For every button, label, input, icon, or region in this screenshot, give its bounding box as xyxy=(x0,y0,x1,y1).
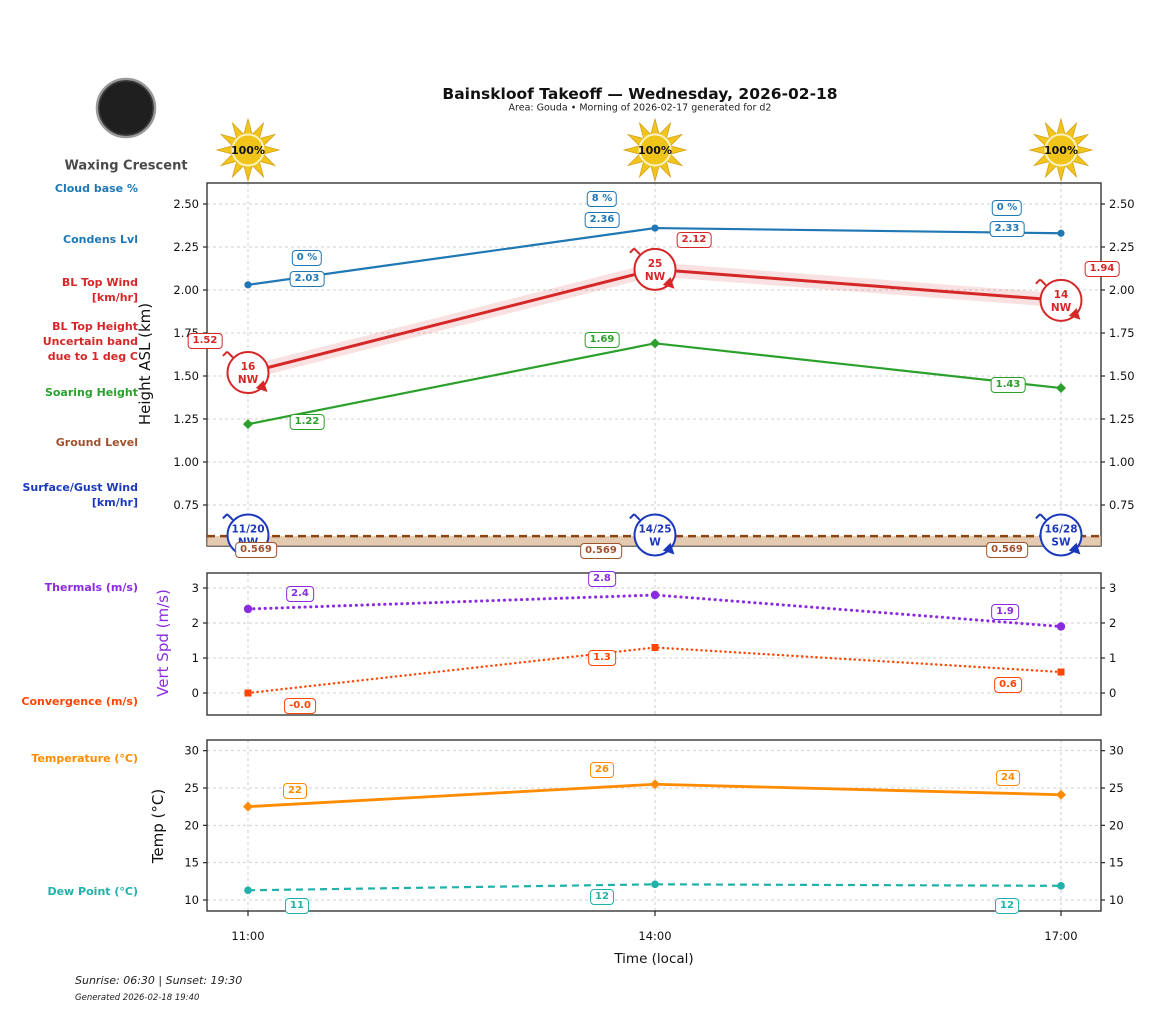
sunrise-sunset-text: Sunrise: 06:30 | Sunset: 19:30 xyxy=(75,974,243,987)
panel-temperature: 10 10 15 15 20 20 25 25 30 30 xyxy=(184,739,1124,912)
svg-text:10: 10 xyxy=(1109,893,1124,907)
svg-text:0.75: 0.75 xyxy=(1109,498,1135,512)
svg-text:0: 0 xyxy=(1109,686,1116,700)
svg-text:1: 1 xyxy=(1109,651,1116,665)
svg-text:NW: NW xyxy=(238,374,259,386)
svg-text:30: 30 xyxy=(184,744,199,758)
svg-text:3: 3 xyxy=(1109,581,1116,595)
sun-icon: 100% xyxy=(622,117,688,183)
svg-text:15: 15 xyxy=(1109,856,1124,870)
panel-vert-series xyxy=(243,590,1066,697)
svg-text:2.50: 2.50 xyxy=(1109,197,1135,211)
svg-text:W: W xyxy=(649,537,661,549)
sun-icons: 100% 100% 100% xyxy=(215,117,1094,183)
svg-text:10: 10 xyxy=(184,893,199,907)
label-thermals: Thermals (m/s) xyxy=(44,581,138,594)
panel-vert_speed: 0 0 1 1 2 2 3 3 xyxy=(192,572,1116,716)
svg-text:2.25: 2.25 xyxy=(1109,240,1135,254)
svg-text:14:00: 14:00 xyxy=(638,929,671,943)
svg-text:100%: 100% xyxy=(1044,144,1078,157)
svg-text:16: 16 xyxy=(241,361,256,373)
svg-text:11/20: 11/20 xyxy=(231,524,264,536)
svg-text:14/25: 14/25 xyxy=(638,524,671,536)
svg-text:2.50: 2.50 xyxy=(173,197,199,211)
svg-text:1: 1 xyxy=(192,651,199,665)
svg-text:25: 25 xyxy=(648,258,663,270)
svg-text:17:00: 17:00 xyxy=(1044,929,1077,943)
svg-text:1.00: 1.00 xyxy=(1109,455,1135,469)
label-condens-text: Condens Lvl xyxy=(63,233,138,246)
svg-text:30: 30 xyxy=(1109,744,1124,758)
svg-text:1.50: 1.50 xyxy=(173,369,199,383)
svg-text:25: 25 xyxy=(1109,781,1124,795)
panel-height: 0.75 0.75 1.00 1.00 1.25 1.25 1.50 1.50 1.75 1.75… xyxy=(173,182,1135,547)
xaxis-label: Time (local) xyxy=(614,951,694,967)
xaxis-ticks: 11:00 14:00 17:00 xyxy=(231,911,1078,943)
sun-icon: 100% xyxy=(215,117,281,183)
page-title: Bainskloof Takeoff — Wednesday, 2026-02-… xyxy=(442,85,838,103)
svg-text:1.75: 1.75 xyxy=(173,326,199,340)
svg-text:SW: SW xyxy=(1051,537,1071,549)
generated-text: Generated 2026-02-18 19:40 xyxy=(75,993,200,1003)
svg-text:16/28: 16/28 xyxy=(1044,524,1077,536)
label-soaring-height: Soaring Height xyxy=(44,386,138,399)
label-bl-top-height: BL Top Height Uncertain band due to 1 de… xyxy=(42,320,138,363)
panel-temp-series xyxy=(243,779,1066,895)
undefined: 14/25W xyxy=(629,513,677,557)
svg-text:25: 25 xyxy=(184,781,199,795)
svg-text:1.25: 1.25 xyxy=(1109,412,1135,426)
moon-icon xyxy=(95,77,157,139)
svg-text:0.75: 0.75 xyxy=(173,498,199,512)
svg-text:100%: 100% xyxy=(638,144,672,157)
svg-text:1.00: 1.00 xyxy=(173,455,199,469)
sun-icon: 100% xyxy=(1028,117,1094,183)
svg-text:14: 14 xyxy=(1054,289,1069,301)
svg-text:1.25: 1.25 xyxy=(173,412,199,426)
label-bl-top-wind: BL Top Wind [km/hr] xyxy=(61,276,138,304)
svg-text:2: 2 xyxy=(1109,616,1116,630)
moon-phase-label: Waxing Crescent xyxy=(64,158,188,174)
svg-text:20: 20 xyxy=(184,818,199,832)
label-dew-point: Dew Point (°C) xyxy=(47,885,138,898)
svg-text:2.00: 2.00 xyxy=(1109,283,1135,297)
label-cloud-base: Cloud base % xyxy=(0,181,138,196)
svg-text:3: 3 xyxy=(192,581,199,595)
svg-text:NW: NW xyxy=(238,537,259,549)
svg-text:0: 0 xyxy=(192,686,199,700)
label-convergence: Convergence (m/s) xyxy=(21,695,138,708)
svg-text:15: 15 xyxy=(184,856,199,870)
svg-text:NW: NW xyxy=(1051,302,1072,314)
label-temperature: Temperature (°C) xyxy=(31,752,138,765)
svg-text:11:00: 11:00 xyxy=(231,929,264,943)
svg-text:20: 20 xyxy=(1109,818,1124,832)
label-ground-level: Ground Level xyxy=(55,436,138,449)
label-condens-lvl: Condens Lvl xyxy=(0,232,138,247)
svg-text:2: 2 xyxy=(192,616,199,630)
svg-text:1.75: 1.75 xyxy=(1109,326,1135,340)
page-subtitle: Area: Gouda • Morning of 2026-02-17 gene… xyxy=(508,102,772,114)
label-surface-gust-wind: Surface/Gust Wind [km/hr] xyxy=(22,481,139,509)
svg-text:1.50: 1.50 xyxy=(1109,369,1135,383)
svg-text:2.25: 2.25 xyxy=(173,240,199,254)
svg-text:100%: 100% xyxy=(231,144,265,157)
label-cloud-base-text: Cloud base % xyxy=(54,182,138,195)
svg-text:2.00: 2.00 xyxy=(173,283,199,297)
svg-text:NW: NW xyxy=(645,271,666,283)
